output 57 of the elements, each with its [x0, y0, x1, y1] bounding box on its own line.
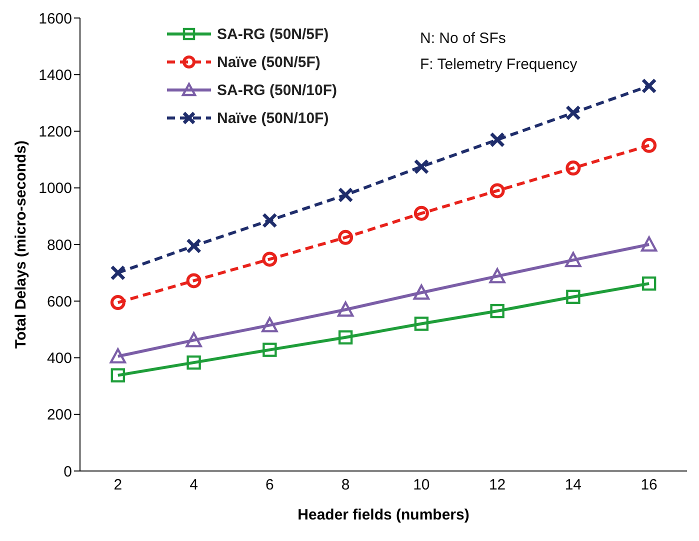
- point: [490, 183, 505, 198]
- x-tick-label: 4: [190, 476, 198, 494]
- annotation: N: No of SFs: [420, 30, 506, 47]
- y-tick-label: 1600: [38, 10, 72, 28]
- point: [186, 355, 201, 370]
- point: [490, 304, 504, 318]
- x-tick-label: 10: [413, 476, 430, 494]
- point: [337, 302, 354, 317]
- point: [566, 160, 581, 176]
- point: [565, 105, 581, 121]
- x-axis-title: Header fields (numbers): [298, 506, 470, 524]
- y-tick-label: 800: [46, 236, 72, 254]
- legend-label: SA-RG (50N/5F): [217, 26, 329, 42]
- x-tick-label: 16: [640, 476, 658, 494]
- legend-label: SA-RG (50N/10F): [217, 82, 338, 98]
- point: [642, 276, 656, 291]
- point: [186, 238, 202, 254]
- y-tick-label: 600: [46, 293, 72, 310]
- point: [640, 236, 658, 252]
- point: [641, 78, 657, 94]
- point: [414, 158, 430, 174]
- x-tick-label: 6: [266, 476, 274, 494]
- point: [490, 132, 506, 148]
- y-tick-label: 200: [46, 406, 72, 424]
- point: [565, 252, 582, 268]
- point: [338, 330, 353, 344]
- legend-label: Naïve (50N/5F): [217, 54, 320, 70]
- y-tick-label: 1000: [38, 180, 72, 198]
- point: [262, 252, 278, 267]
- point: [338, 230, 354, 245]
- point: [186, 332, 202, 348]
- x-tick-label: 12: [488, 476, 506, 494]
- x-tick-label: 2: [114, 476, 122, 494]
- point: [413, 284, 430, 300]
- point: [262, 342, 277, 357]
- y-axis-title: Total Delays (micro-seconds): [12, 140, 30, 349]
- point: [110, 368, 126, 382]
- point: [566, 290, 580, 304]
- point: [186, 273, 202, 288]
- point: [262, 317, 278, 332]
- point: [110, 295, 126, 310]
- point: [338, 187, 354, 203]
- x-tick-label: 8: [341, 476, 350, 494]
- point: [414, 316, 429, 331]
- x-tick-label: 14: [564, 476, 582, 494]
- y-tick-label: 1200: [38, 124, 72, 141]
- point: [489, 268, 506, 284]
- y-tick-label: 0: [64, 463, 72, 480]
- point: [642, 138, 657, 153]
- point: [110, 348, 126, 364]
- legend-label: Naïve (50N/10F): [217, 110, 329, 126]
- annotation: F: Telemetry Frequency: [420, 56, 578, 73]
- point: [262, 212, 278, 228]
- y-tick-label: 400: [46, 350, 72, 368]
- y-tick-label: 1400: [38, 66, 72, 84]
- point: [110, 265, 126, 281]
- point: [414, 206, 429, 221]
